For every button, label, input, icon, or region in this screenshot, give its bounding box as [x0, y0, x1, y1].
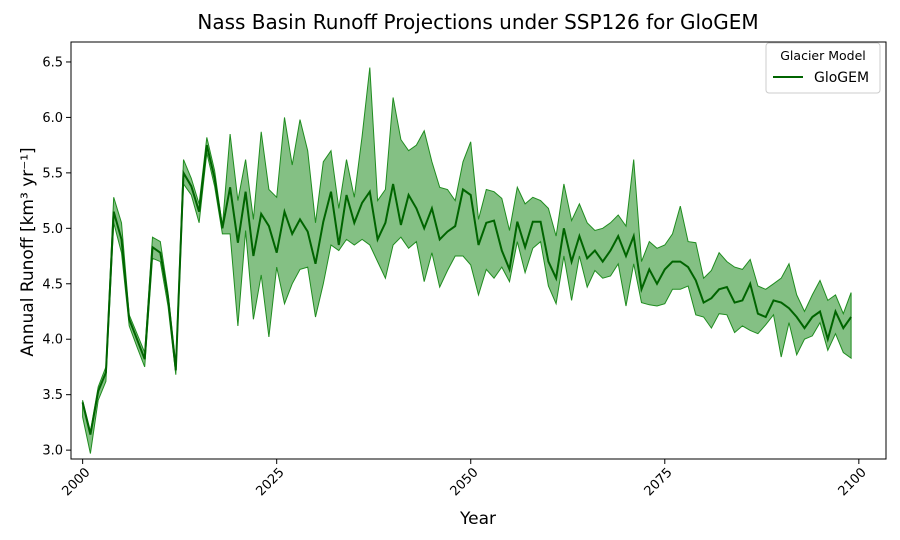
plot-area: 2000 2025 2050 2075 2100 3.0 3.5 4.0 4.5 5.0 5.5 6… [42, 41, 887, 499]
y-axis-ticks: 3.0 3.5 4.0 4.5 5.0 5.5 6.0 6.5 [42, 55, 71, 459]
x-tick-label: 2000 [59, 465, 93, 499]
x-tick-label: 2100 [836, 465, 870, 499]
y-tick-label: 5.0 [42, 222, 63, 237]
x-axis-label: Year [459, 509, 496, 529]
y-tick-label: 4.5 [42, 277, 63, 292]
y-tick-label: 3.5 [42, 388, 63, 403]
x-tick-label: 2075 [642, 465, 676, 499]
x-tick-label: 2050 [448, 465, 482, 499]
y-axis-label: Annual Runoff [km³ yr⁻¹] [18, 147, 38, 356]
x-axis-ticks: 2000 2025 2050 2075 2100 [59, 459, 870, 499]
legend-label-glogem: GloGEM [814, 70, 869, 86]
chart-title: Nass Basin Runoff Projections under SSP1… [197, 10, 758, 34]
y-tick-label: 6.0 [42, 111, 63, 126]
y-tick-label: 4.0 [42, 333, 63, 348]
series-line-glogem [81, 144, 852, 435]
plot-frame [70, 41, 887, 460]
legend-title: Glacier Model [780, 48, 866, 63]
y-tick-label: 3.0 [42, 444, 63, 459]
legend: Glacier Model GloGEM [765, 42, 881, 94]
legend-box [765, 42, 881, 94]
x-tick-label: 2025 [254, 465, 288, 499]
y-tick-label: 5.5 [42, 166, 63, 181]
y-tick-label: 6.5 [42, 55, 63, 70]
spread-band [82, 67, 852, 454]
